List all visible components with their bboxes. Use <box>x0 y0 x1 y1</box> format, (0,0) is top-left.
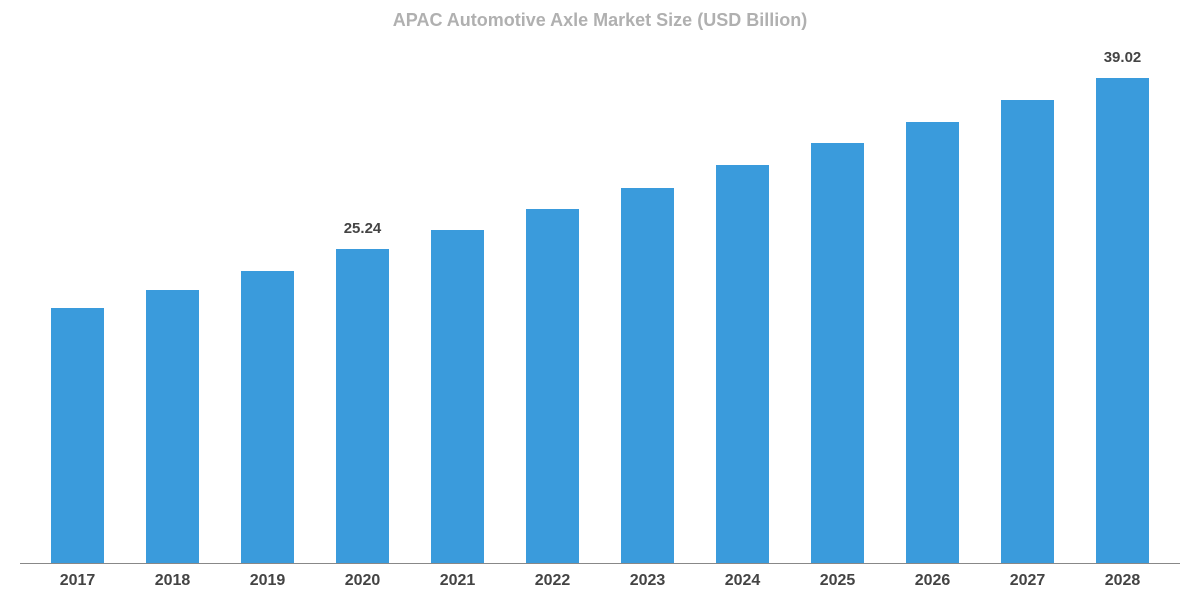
x-axis-label-2023: 2023 <box>600 572 695 590</box>
x-axis-label-2021: 2021 <box>410 572 505 590</box>
bar-2026 <box>906 122 958 563</box>
bar-group-2028: 39.02 <box>1075 66 1170 563</box>
bar-2022 <box>526 209 578 563</box>
bar-group-2022 <box>505 66 600 563</box>
x-axis-label-2022: 2022 <box>505 572 600 590</box>
x-axis: 2017201820192020202120222023202420252026… <box>20 563 1180 590</box>
x-axis-label-2025: 2025 <box>790 572 885 590</box>
bar-2019 <box>241 271 293 563</box>
bar-group-2023 <box>600 66 695 563</box>
bar-2023 <box>621 188 673 563</box>
bar-2027 <box>1001 100 1053 563</box>
bar-group-2020: 25.24 <box>315 66 410 563</box>
x-axis-label-2024: 2024 <box>695 572 790 590</box>
x-axis-label-2017: 2017 <box>30 572 125 590</box>
chart-container: APAC Automotive Axle Market Size (USD Bi… <box>20 10 1180 590</box>
x-axis-label-2019: 2019 <box>220 572 315 590</box>
bar-group-2017 <box>30 66 125 563</box>
bar-2017 <box>51 308 103 563</box>
bar-group-2025 <box>790 66 885 563</box>
bar-group-2027 <box>980 66 1075 563</box>
bar-group-2018 <box>125 66 220 563</box>
x-axis-label-2020: 2020 <box>315 572 410 590</box>
chart-title: APAC Automotive Axle Market Size (USD Bi… <box>20 10 1180 31</box>
bar-value-label-2028: 39.02 <box>1104 49 1142 66</box>
bar-2018 <box>146 290 198 563</box>
x-axis-label-2028: 2028 <box>1075 572 1170 590</box>
bar-2028 <box>1096 78 1148 563</box>
bar-2024 <box>716 165 768 563</box>
bar-2021 <box>431 230 483 563</box>
bar-group-2026 <box>885 66 980 563</box>
bar-value-label-2020: 25.24 <box>344 220 382 237</box>
x-axis-label-2026: 2026 <box>885 572 980 590</box>
bar-group-2024 <box>695 66 790 563</box>
chart-plot-area: 25.24 39.02 <box>20 36 1180 563</box>
bar-2025 <box>811 143 863 563</box>
bar-group-2019 <box>220 66 315 563</box>
bar-2020 <box>336 249 388 563</box>
bar-group-2021 <box>410 66 505 563</box>
x-axis-label-2027: 2027 <box>980 572 1075 590</box>
x-axis-label-2018: 2018 <box>125 572 220 590</box>
